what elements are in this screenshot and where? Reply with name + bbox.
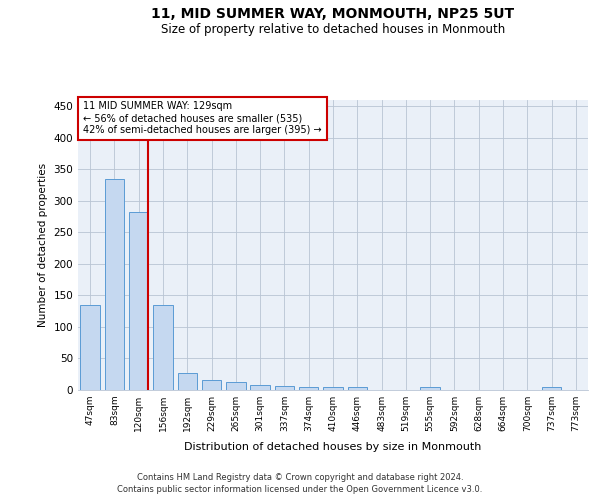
Bar	[129, 212, 148, 390]
Bar	[542, 388, 561, 390]
Bar	[202, 380, 221, 390]
Bar	[80, 305, 100, 390]
Text: Contains public sector information licensed under the Open Government Licence v3: Contains public sector information licen…	[118, 485, 482, 494]
Bar	[178, 373, 197, 390]
Bar	[299, 387, 319, 390]
Y-axis label: Number of detached properties: Number of detached properties	[38, 163, 48, 327]
Bar	[153, 305, 173, 390]
Text: 11 MID SUMMER WAY: 129sqm
← 56% of detached houses are smaller (535)
42% of semi: 11 MID SUMMER WAY: 129sqm ← 56% of detac…	[83, 102, 322, 134]
Bar	[421, 388, 440, 390]
Bar	[323, 388, 343, 390]
Bar	[347, 388, 367, 390]
Bar	[275, 386, 294, 390]
Text: Size of property relative to detached houses in Monmouth: Size of property relative to detached ho…	[161, 22, 505, 36]
Bar	[226, 382, 245, 390]
Bar	[105, 179, 124, 390]
Text: Distribution of detached houses by size in Monmouth: Distribution of detached houses by size …	[184, 442, 482, 452]
Text: 11, MID SUMMER WAY, MONMOUTH, NP25 5UT: 11, MID SUMMER WAY, MONMOUTH, NP25 5UT	[151, 8, 515, 22]
Bar	[250, 385, 270, 390]
Text: Contains HM Land Registry data © Crown copyright and database right 2024.: Contains HM Land Registry data © Crown c…	[137, 472, 463, 482]
